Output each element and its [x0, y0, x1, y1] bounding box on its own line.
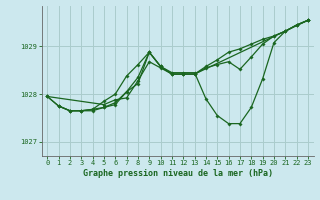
- X-axis label: Graphe pression niveau de la mer (hPa): Graphe pression niveau de la mer (hPa): [83, 169, 273, 178]
